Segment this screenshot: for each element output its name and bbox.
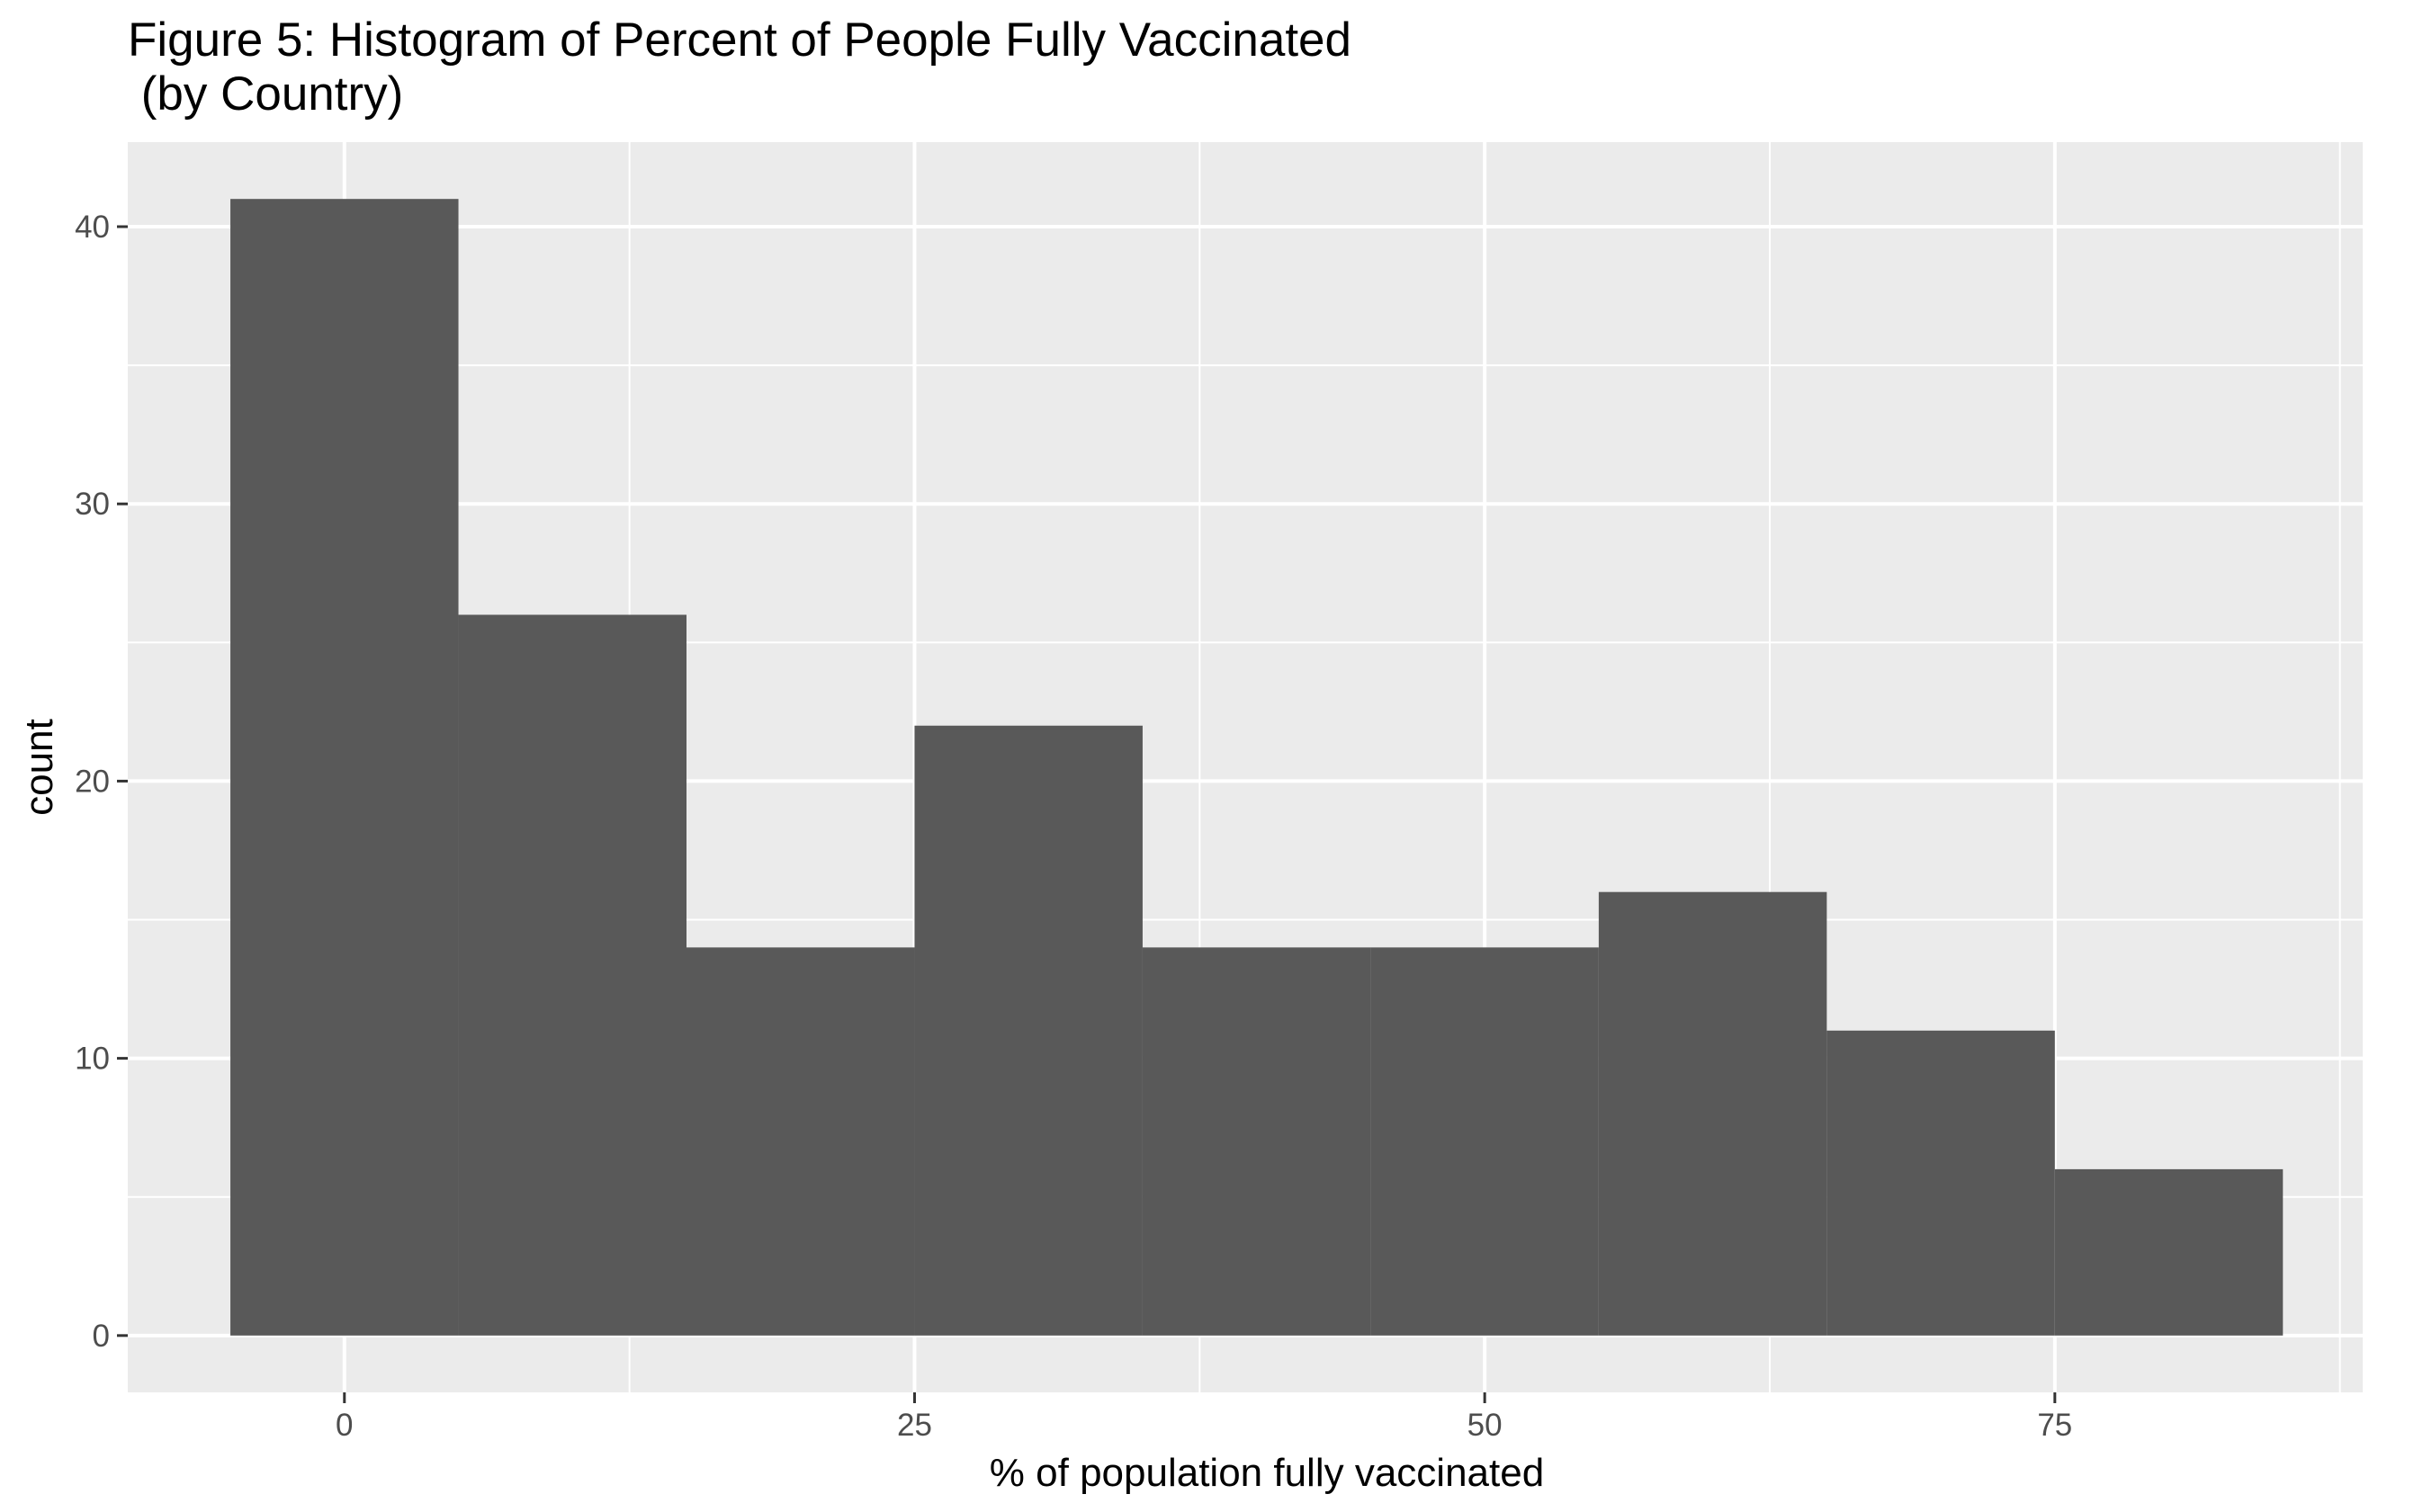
histogram-bar [914,725,1143,1336]
x-axis-ticks: 0 25 50 75 [336,1392,2072,1443]
histogram-bar [230,199,459,1336]
y-axis-title: count [17,719,61,816]
chart-title: Figure 5: Histogram of Percent of People… [128,13,1351,67]
histogram-bar [1826,1030,2055,1336]
y-axis-ticks: 0 10 20 30 40 [75,210,128,1354]
histogram-bar [1370,947,1599,1336]
x-tick-label: 0 [336,1408,353,1443]
x-tick-label: 75 [2037,1408,2072,1443]
x-tick-label: 25 [897,1408,932,1443]
x-tick-label: 50 [1467,1408,1503,1443]
histogram-bar [2054,1168,2284,1336]
histogram-bar [1598,891,1827,1336]
histogram-bar [687,947,915,1336]
histogram-bars [230,199,2284,1336]
y-tick-label: 0 [93,1319,110,1354]
y-tick-label: 20 [75,764,110,799]
histogram-bar [458,614,687,1336]
chart-subtitle: (by Country) [128,67,403,121]
y-tick-label: 40 [75,210,110,245]
y-tick-label: 30 [75,487,110,522]
x-axis-title: % of population fully vaccinated [990,1451,1544,1495]
y-tick-label: 10 [75,1042,110,1077]
grid-minor-lines [128,142,2363,1392]
histogram-bar [1142,947,1371,1336]
